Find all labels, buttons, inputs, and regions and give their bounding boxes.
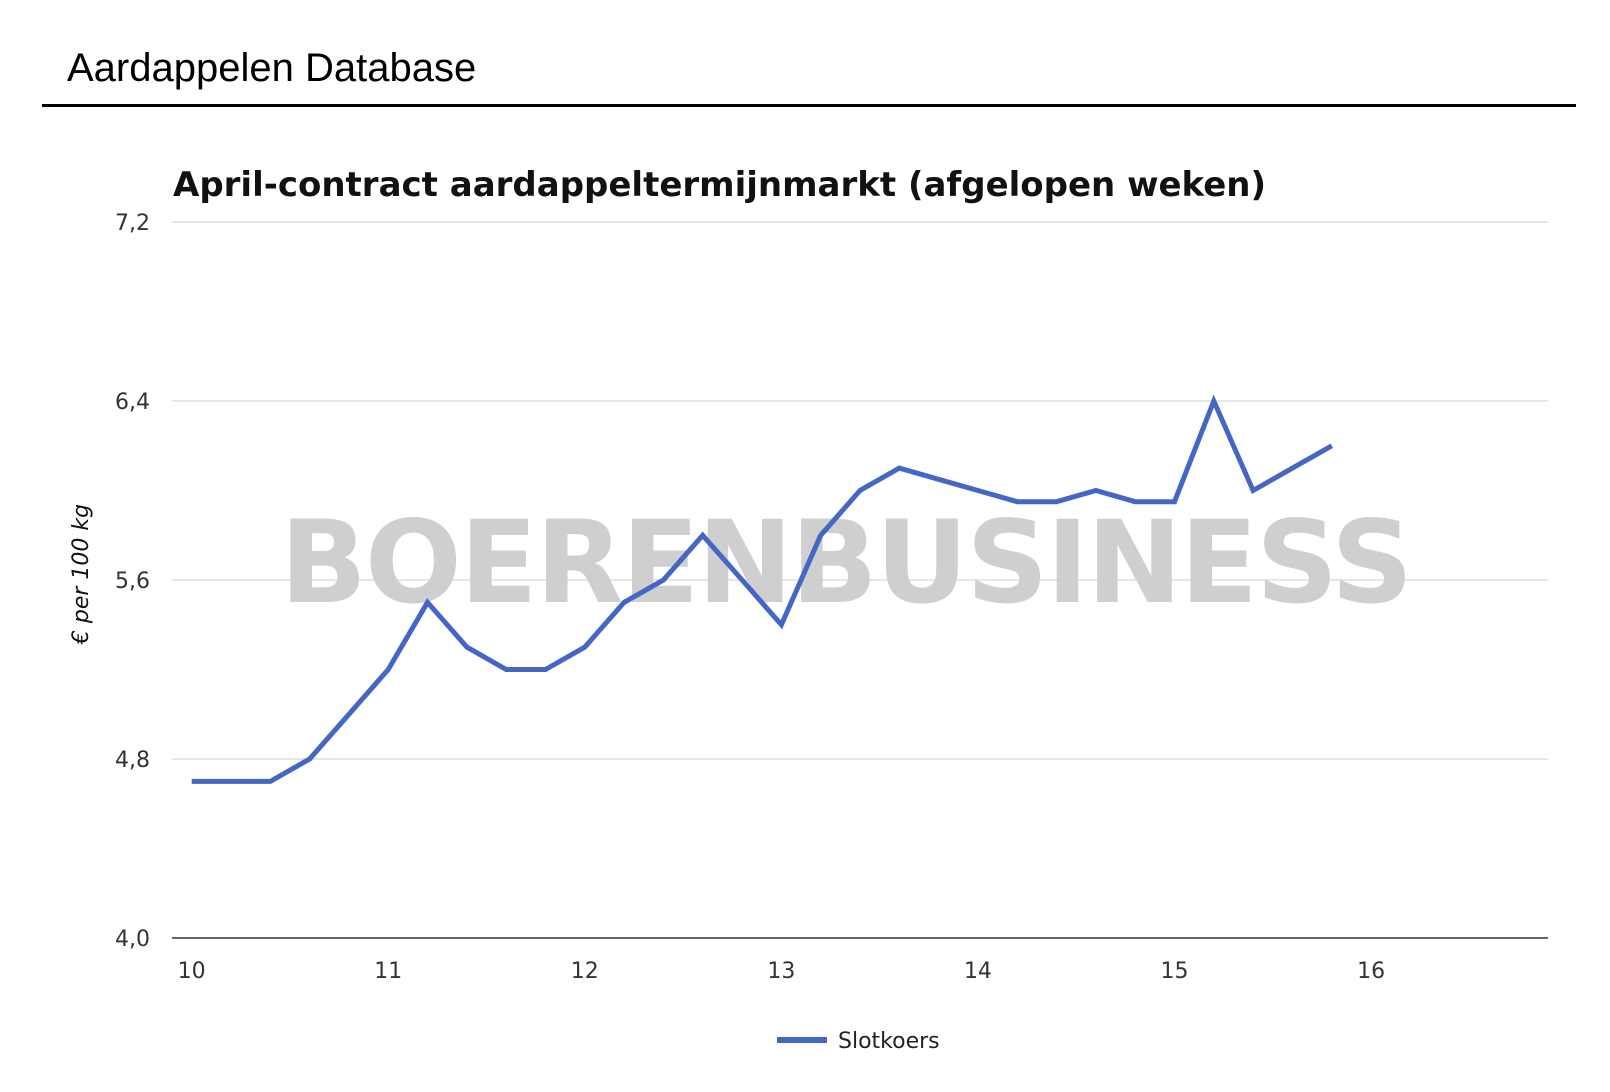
chart-title: April-contract aardappeltermijnmarkt (af… <box>173 165 1266 205</box>
x-tick-label: 16 <box>1357 959 1385 984</box>
y-tick-label: 4,8 <box>115 748 150 773</box>
x-tick-label: 12 <box>571 959 599 984</box>
y-tick-label: 6,4 <box>115 390 150 415</box>
y-tick-label: 5,6 <box>115 569 150 594</box>
legend[interactable]: Slotkoers <box>777 1029 940 1054</box>
y-tick-label: 4,0 <box>115 927 150 952</box>
y-axis-ticks: 4,0 4,8 5,6 6,4 7,2 <box>115 211 150 952</box>
x-axis-ticks: 10 11 12 13 14 15 16 <box>178 959 1385 984</box>
header-divider <box>42 104 1576 107</box>
x-tick-label: 11 <box>374 959 402 984</box>
series-line[interactable] <box>191 394 1334 784</box>
gridlines <box>172 221 1548 939</box>
x-tick-label: 13 <box>767 959 795 984</box>
watermark: BOERENBUSINESS <box>280 496 1411 629</box>
y-axis-label: € per 100 kg <box>69 504 94 645</box>
y-tick-label: 7,2 <box>115 211 150 236</box>
legend-label: Slotkoers <box>838 1029 940 1054</box>
x-tick-label: 14 <box>964 959 992 984</box>
page-title: Aardappelen Database <box>67 46 477 90</box>
x-tick-label: 15 <box>1161 959 1189 984</box>
series-group <box>191 394 1334 784</box>
x-tick-label: 10 <box>178 959 206 984</box>
